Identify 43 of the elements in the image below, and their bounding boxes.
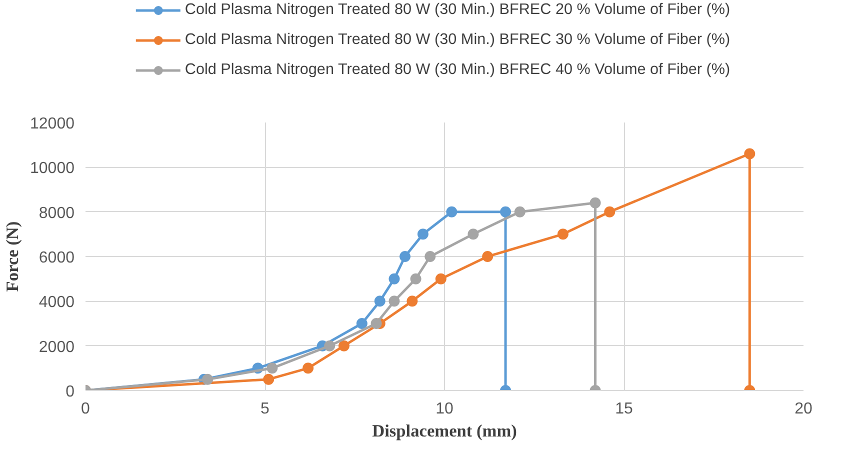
x-tick-label: 0 [81,400,90,418]
x-tick-label: 10 [436,400,454,418]
point [482,251,494,262]
x-tick-label: 5 [260,400,270,418]
point [424,251,436,262]
y-tick-label: 2000 [38,338,75,356]
y-tick-label: 10000 [30,160,75,178]
point [263,374,274,385]
y-tick-label: 4000 [38,294,75,312]
point [302,362,314,374]
legend-label: Cold Plasma Nitrogen Treated 80 W (30 Min.) BFREC 40 % Volume of Fiber (%) [184,61,730,79]
x-tick-label: 15 [615,400,633,418]
x-tick-label: 20 [794,400,812,418]
point [410,273,422,284]
legend-label: Cold Plasma Nitrogen Treated 80 W (30 Min.) BFREC 20 % Volume of Fiber (%) [184,1,730,19]
point [406,296,418,307]
point [202,374,214,385]
point [557,228,568,240]
legend-label: Cold Plasma Nitrogen Treated 80 W (30 Min.) BFREC 30 % Volume of Fiber (%) [184,31,730,49]
x-axis-title: Displacement (mm) [372,422,518,440]
point [500,206,512,218]
y-tick-label: 12000 [30,116,75,132]
point [374,296,386,307]
point [356,318,368,329]
point [744,148,756,160]
point [266,362,278,374]
point [468,228,479,240]
point [324,340,336,352]
point [514,206,526,218]
y-tick-label: 6000 [38,250,75,266]
y-axis-title: Force (N) [3,221,22,292]
point [590,197,601,208]
y-tick-label: 8000 [38,204,75,222]
point [370,318,382,329]
point [338,340,350,352]
point [446,206,458,218]
point [417,228,428,240]
point [435,273,446,284]
y-tick-label: 0 [66,384,75,400]
point [604,206,616,218]
point [388,273,400,284]
point [388,296,400,307]
point [400,251,411,262]
